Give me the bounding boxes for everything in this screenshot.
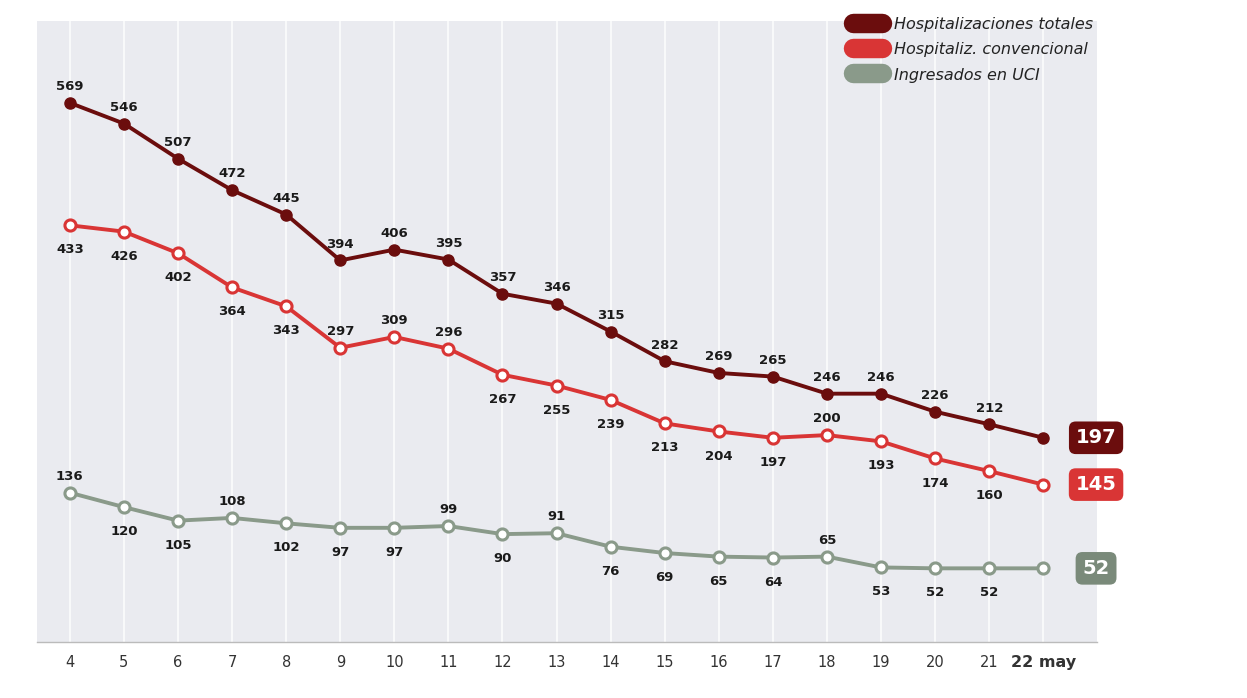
Text: 102: 102: [272, 542, 301, 554]
Text: 297: 297: [327, 325, 354, 338]
Text: 546: 546: [110, 101, 137, 114]
Text: 309: 309: [380, 314, 408, 327]
Text: 212: 212: [975, 401, 1003, 415]
Text: 395: 395: [435, 237, 463, 250]
Text: 296: 296: [435, 326, 463, 339]
Text: 246: 246: [813, 371, 840, 384]
Text: 197: 197: [1076, 429, 1116, 447]
Text: 569: 569: [56, 80, 84, 93]
Text: 433: 433: [56, 244, 84, 256]
Text: 357: 357: [489, 271, 516, 284]
Text: 65: 65: [818, 534, 837, 547]
Text: 174: 174: [922, 477, 949, 489]
Text: 226: 226: [922, 389, 949, 402]
Text: 108: 108: [218, 495, 246, 508]
Text: 193: 193: [868, 459, 895, 473]
Text: 213: 213: [651, 441, 678, 454]
Text: 76: 76: [601, 565, 620, 578]
Text: 52: 52: [980, 586, 999, 600]
Text: 90: 90: [494, 552, 511, 565]
Text: 315: 315: [597, 309, 625, 322]
Text: 97: 97: [332, 546, 349, 559]
Text: 145: 145: [1076, 475, 1116, 494]
Text: 53: 53: [872, 586, 890, 598]
Text: 69: 69: [656, 571, 673, 584]
Text: 120: 120: [110, 525, 137, 538]
Text: 239: 239: [597, 418, 625, 431]
Text: 265: 265: [759, 354, 787, 367]
Text: 255: 255: [542, 403, 570, 417]
Text: 364: 364: [218, 306, 246, 318]
Text: 472: 472: [218, 168, 246, 181]
Text: 445: 445: [272, 192, 301, 205]
Text: 269: 269: [705, 350, 732, 363]
Text: 197: 197: [759, 456, 787, 469]
Legend: Hospitalizaciones totales, Hospitaliz. convencional, Ingresados en UCI: Hospitalizaciones totales, Hospitaliz. c…: [847, 10, 1100, 89]
Text: 99: 99: [439, 503, 458, 517]
Text: 426: 426: [110, 250, 137, 262]
Text: 52: 52: [1082, 559, 1110, 578]
Text: 105: 105: [165, 539, 192, 551]
Text: 507: 507: [165, 136, 192, 149]
Text: 246: 246: [867, 371, 895, 384]
Text: 346: 346: [542, 281, 570, 294]
Text: 97: 97: [385, 546, 404, 559]
Text: 204: 204: [705, 450, 733, 463]
Text: 282: 282: [651, 339, 678, 352]
Text: 65: 65: [710, 574, 728, 588]
Text: 52: 52: [927, 586, 944, 600]
Text: 402: 402: [165, 272, 192, 284]
Text: 64: 64: [763, 576, 782, 588]
Text: 343: 343: [272, 325, 301, 337]
Text: 406: 406: [380, 227, 408, 240]
Text: 136: 136: [56, 470, 84, 483]
Text: 267: 267: [489, 393, 516, 406]
Text: 160: 160: [975, 489, 1003, 502]
Text: 91: 91: [547, 510, 566, 524]
Text: 200: 200: [813, 413, 840, 425]
Text: 394: 394: [327, 238, 354, 251]
